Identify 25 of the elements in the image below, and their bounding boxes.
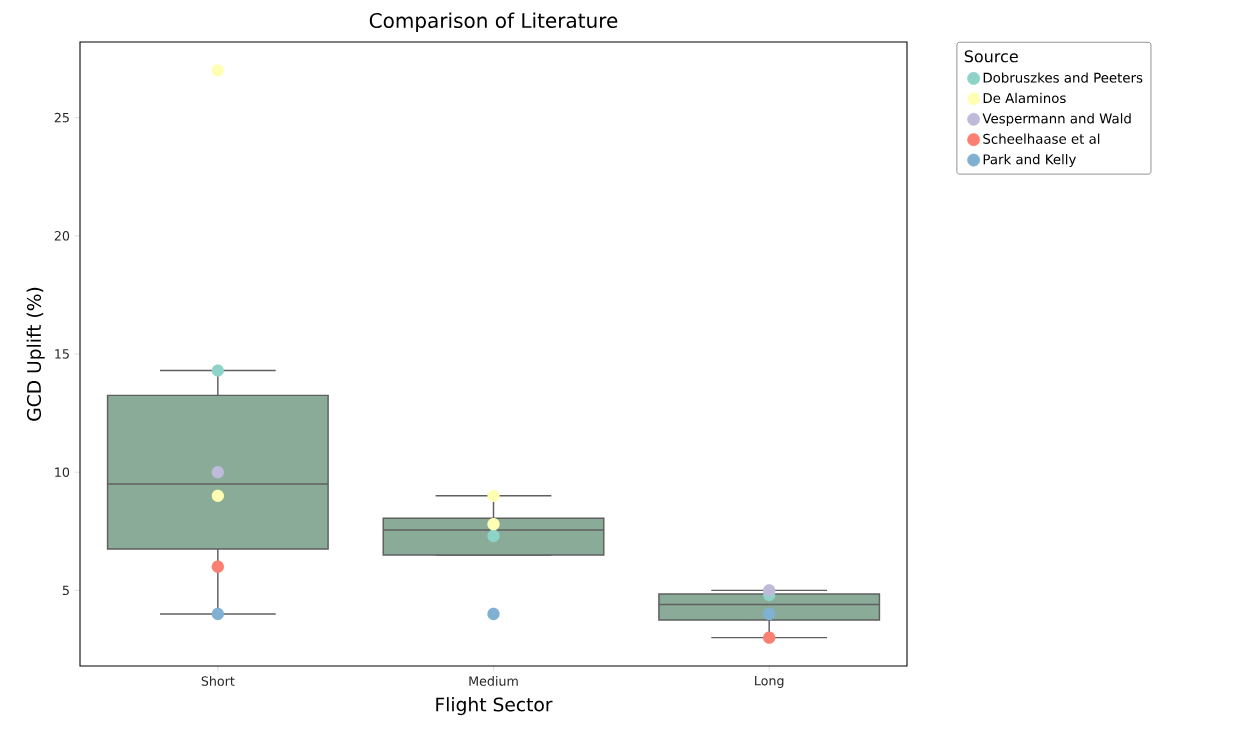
legend-title: Source [964, 50, 1018, 63]
point [211, 560, 224, 573]
legend-label: Park and Kelly [983, 153, 1076, 167]
legend-label: Vespermann and Wald [982, 113, 1131, 127]
point [487, 529, 500, 543]
chart-title: Comparison of Literature [369, 12, 618, 32]
legend-label: De Alaminos [983, 92, 1066, 104]
point [487, 607, 500, 621]
point [211, 64, 224, 77]
x-tick-label: Short [201, 676, 235, 686]
point [211, 364, 224, 377]
legend-label: Scheelhaase et al [983, 133, 1100, 144]
x-axis-title: Flight Sector [436, 697, 553, 716]
y-tick-label: 15 [55, 349, 69, 359]
point [763, 607, 776, 621]
point [211, 607, 224, 621]
y-tick-label: 5 [62, 585, 69, 596]
y-tick-label: 10 [55, 467, 70, 477]
y-tick-label: 25 [54, 112, 69, 123]
x-tick-label: Medium [469, 676, 518, 686]
point [211, 466, 224, 479]
y-tick-label: 20 [54, 231, 70, 241]
x-tick-label: Long [755, 676, 784, 688]
legend-label: Dobruszkes and Peeters [983, 72, 1143, 83]
y-axis-title: GCD Uplift (%) [26, 287, 45, 421]
